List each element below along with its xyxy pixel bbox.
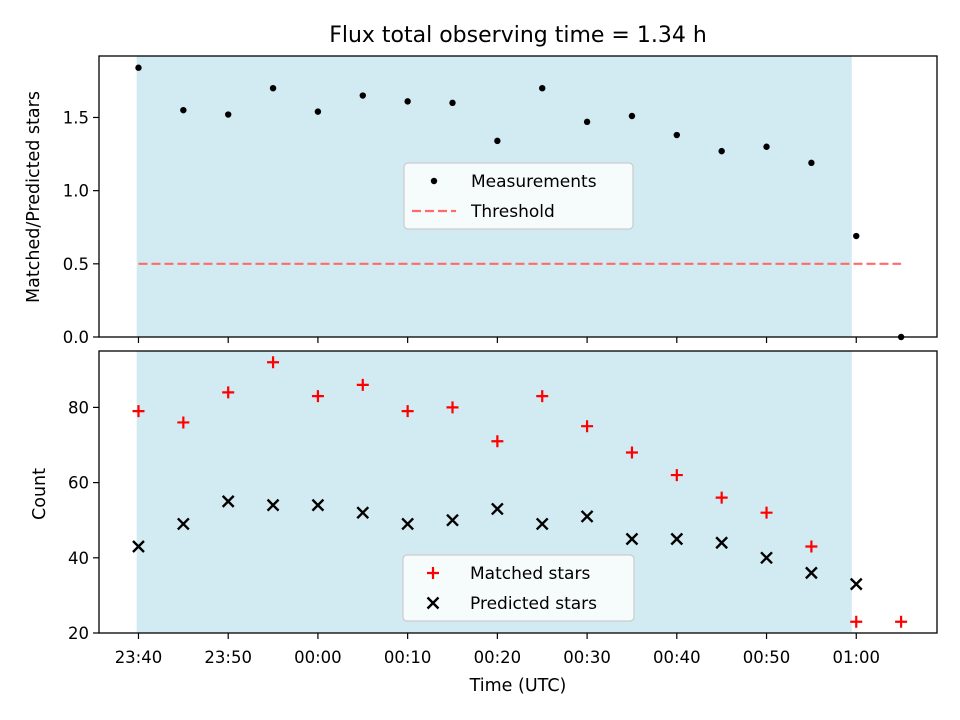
- predicted-point: [625, 532, 639, 546]
- legend-box: [402, 554, 635, 622]
- x-tick-label: 00:30: [563, 648, 611, 667]
- predicted-point: [760, 551, 773, 565]
- measurement-point: [359, 92, 366, 99]
- x-tick-label: 00:20: [474, 648, 522, 667]
- legend: Matched stars Predicted stars: [402, 554, 635, 622]
- x-tick-label: 23:40: [115, 648, 163, 667]
- legend-label: Matched stars: [470, 564, 590, 584]
- y-tick-label: 40: [68, 549, 89, 568]
- measurement-point: [763, 143, 770, 150]
- predicted-point: [849, 577, 863, 591]
- legend: Measurements Threshold: [403, 162, 634, 230]
- measurement-point: [314, 108, 322, 115]
- measurement-point: [583, 118, 591, 126]
- measurement-point: [539, 84, 546, 92]
- matched-point: [356, 378, 369, 391]
- x-axis-label: Time (UTC): [469, 676, 567, 696]
- matched-point: [670, 469, 683, 482]
- legend-matched-swatch: [427, 567, 439, 579]
- y-tick-label: 0.5: [63, 255, 89, 274]
- legend-predicted-swatch: [426, 596, 440, 610]
- matched-point: [625, 446, 638, 459]
- top-ylabel: Matched/Predicted stars: [24, 91, 44, 303]
- matched-point: [581, 420, 594, 433]
- axes-frame: [98, 55, 938, 338]
- predicted-point: [221, 495, 235, 508]
- chart-title: Flux total observing time = 1.34 h: [329, 23, 707, 48]
- x-tick-label: 00:10: [384, 648, 432, 667]
- y-tick-label: 20: [68, 624, 89, 643]
- measurement-point: [135, 64, 142, 71]
- axes-frame: [98, 350, 938, 634]
- legend-box: [403, 162, 634, 230]
- measurement-point: [808, 159, 815, 167]
- matched-point: [536, 390, 549, 403]
- predicted-point: [311, 498, 325, 512]
- measurement-point: [269, 84, 277, 92]
- matched-point: [132, 405, 145, 418]
- predicted-point: [535, 517, 549, 531]
- y-tick-label: 1.5: [63, 108, 89, 127]
- legend-measurement-swatch: [430, 177, 438, 185]
- y-tick-label: 1.0: [63, 182, 89, 201]
- matched-point: [446, 401, 459, 414]
- predicted-point: [670, 532, 684, 546]
- predicted-point: [401, 517, 414, 531]
- x-tick-label: 00:50: [743, 648, 791, 667]
- y-tick-label: 80: [68, 398, 89, 417]
- matched-point: [715, 491, 728, 504]
- matched-point: [177, 416, 190, 429]
- measurement-point: [628, 112, 636, 120]
- x-tick-label: 23:50: [204, 648, 252, 667]
- predicted-point: [491, 502, 504, 516]
- legend-label: Measurements: [471, 172, 597, 192]
- measurement-point: [853, 232, 860, 240]
- y-tick-label: 60: [68, 474, 89, 493]
- matched-point: [805, 540, 818, 553]
- legend-label: Predicted stars: [470, 594, 597, 614]
- matched-point: [491, 435, 504, 448]
- predicted-point: [805, 566, 818, 580]
- predicted-point: [132, 540, 145, 553]
- matched-point: [895, 615, 908, 628]
- count-panel: 20 40 60 80 23:40 23:50 00:00 00:10 00:20 00:30 00…: [68, 350, 938, 667]
- x-tick-label: 01:00: [832, 648, 880, 667]
- measurement-point: [180, 106, 187, 114]
- measurement-point: [718, 147, 725, 155]
- predicted-point: [446, 513, 459, 527]
- measurement-point: [404, 98, 411, 105]
- measurement-point: [673, 131, 681, 139]
- x-tick-label: 00:40: [653, 648, 701, 667]
- legend-label: Threshold: [470, 202, 555, 222]
- y-tick-label: 0.0: [63, 328, 89, 347]
- ratio-panel: 0.0 0.5 1.0 1.5 Measurements Threshold: [63, 55, 938, 347]
- measurement-point: [224, 111, 232, 118]
- matched-point: [760, 506, 773, 519]
- predicted-point: [266, 498, 280, 512]
- x-tick-label: 00:00: [294, 648, 342, 667]
- predicted-point: [356, 506, 370, 520]
- bottom-ylabel: Count: [30, 468, 50, 520]
- matched-point: [311, 390, 324, 403]
- predicted-point: [580, 510, 594, 523]
- matched-point: [267, 356, 280, 369]
- matched-point: [850, 615, 863, 628]
- measurement-point: [449, 99, 456, 107]
- matched-point: [401, 405, 414, 418]
- predicted-point: [715, 536, 729, 550]
- measurement-point: [494, 137, 501, 145]
- matched-point: [222, 386, 235, 399]
- predicted-point: [176, 517, 190, 531]
